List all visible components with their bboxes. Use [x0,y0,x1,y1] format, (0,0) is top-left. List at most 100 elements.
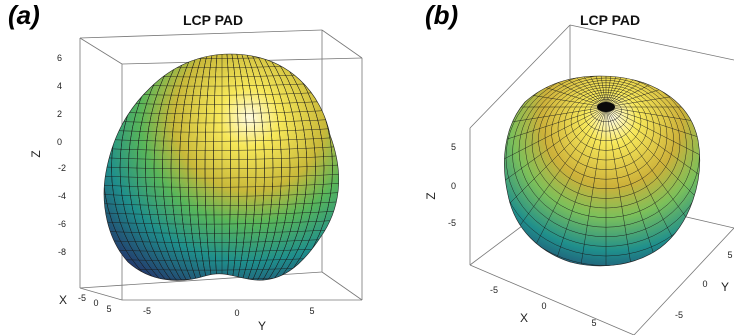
mesh-meridian-b [504,76,607,108]
mesh-parallel-b [538,80,674,199]
mesh-meridian-b [504,76,607,108]
z-axis-label-b: Z [424,192,438,199]
y-tick-a: 0 [234,308,239,318]
mesh-parallel-b [544,82,668,190]
surface-a [103,53,340,281]
mesh-meridian-b [504,106,607,142]
z-tick-b: 0 [451,181,456,191]
x-axis-label-b: X [520,311,528,325]
mesh-parallel-b [583,96,629,132]
mesh-meridian-b [504,106,607,208]
mesh-parallel-a [104,219,339,225]
mesh-parallel-a [104,154,339,160]
mesh-meridian-b [504,76,607,108]
mesh-meridian-b [605,76,700,108]
mesh-parallel-a [104,191,339,197]
mesh-meridian-b [605,106,700,142]
y-axis-a: -5 0 5 Y [143,306,315,333]
z-tick-a: -6 [58,219,66,229]
z-tick-a: 2 [57,109,62,119]
y-tick-a: -5 [143,306,151,316]
mesh-parallel-b [531,77,681,209]
mesh-parallel-b [557,87,655,170]
z-tick-a: 4 [57,81,62,91]
mesh-meridian-a [153,54,291,281]
mesh-meridian-b [537,106,607,266]
mesh-parallel-b [505,76,700,247]
pole-b [597,102,615,112]
mesh-meridian-b [504,106,607,237]
mesh-parallel-a [104,164,339,170]
z-tick-a: -8 [58,247,66,257]
mesh-meridian-a [196,54,248,281]
mesh-meridian-b [605,106,700,208]
mesh-parallel-a [104,145,339,151]
x-tick-b: -5 [490,285,498,295]
mesh-parallel-b [570,92,642,151]
y-axis-b: -5 0 5 Y [675,250,733,320]
mesh-meridian-b [504,76,607,108]
z-tick-a: -4 [58,191,66,201]
y-tick-b: 0 [702,279,707,289]
mesh-parallel-b [577,94,635,142]
y-tick-b: 5 [727,250,732,260]
mesh-parallel-b [551,84,661,180]
mesh-parallel-a [104,210,339,216]
mesh-parallel-a [104,237,339,243]
mesh-meridian-a [187,54,257,281]
mesh-parallel-b [504,76,700,257]
mesh-meridian-a [119,54,325,281]
mesh-meridian-b [505,106,607,266]
x-axis-a: X -5 0 5 [59,293,112,314]
surface-b [503,75,701,267]
x-tick-a: 0 [93,298,98,308]
mesh-meridian-b [605,106,641,266]
mesh-parallel-b [590,99,622,122]
x-axis-label-a: X [59,293,67,307]
x-tick-a: -5 [78,293,86,303]
mesh-meridian-b [605,76,700,108]
mesh-meridian-b [605,76,700,108]
mesh-meridian-b [605,106,675,266]
mesh-meridian-b [605,106,700,266]
mesh-meridian-b [605,106,700,237]
z-tick-b: 5 [451,142,456,152]
z-tick-a: 6 [57,53,62,63]
x-tick-b: 5 [591,318,596,328]
plot-title-b: LCP PAD [580,12,641,28]
plot-title-a: LCP PAD [183,12,244,28]
mesh-meridian-a [213,54,231,281]
z-tick-a: 0 [57,137,62,147]
x-tick-b: 0 [541,301,546,311]
x-axis-b: -5 0 5 X [490,285,597,328]
panel-label-b: (b) [425,0,459,30]
z-axis-a: 6 4 2 0 -2 -4 -6 -8 Z [29,53,66,257]
z-tick-b: -5 [448,218,456,228]
mesh-meridian-a [162,54,282,281]
mesh-parallel-b [564,89,648,161]
z-tick-a: -2 [58,163,66,173]
mesh-parallel-b [518,76,694,228]
z-axis-b: 5 0 -5 Z [424,142,456,228]
y-tick-b: -5 [675,310,683,320]
mesh-meridian-b [605,76,700,108]
z-axis-label-a: Z [29,150,43,157]
mesh-meridian-b [504,76,607,108]
mesh-parallel-b [525,76,687,218]
mesh-meridian-b [605,76,700,108]
y-tick-a: 5 [309,306,314,316]
mesh-parallel-a [104,182,339,188]
mesh-meridian-a [145,54,299,281]
mesh-meridian-a [204,54,240,281]
mesh-parallel-a [104,136,339,142]
mesh-parallel-a [104,228,339,234]
mesh-parallel-a [104,173,339,179]
mesh-parallel-a [104,200,339,206]
mesh-meridian-a [111,54,333,281]
mesh-meridian-b [571,106,607,266]
y-axis-label-b: Y [721,280,729,294]
y-axis-label-a: Y [258,319,266,333]
mesh-meridian-b [504,76,607,108]
mesh-meridian-b [605,106,700,266]
